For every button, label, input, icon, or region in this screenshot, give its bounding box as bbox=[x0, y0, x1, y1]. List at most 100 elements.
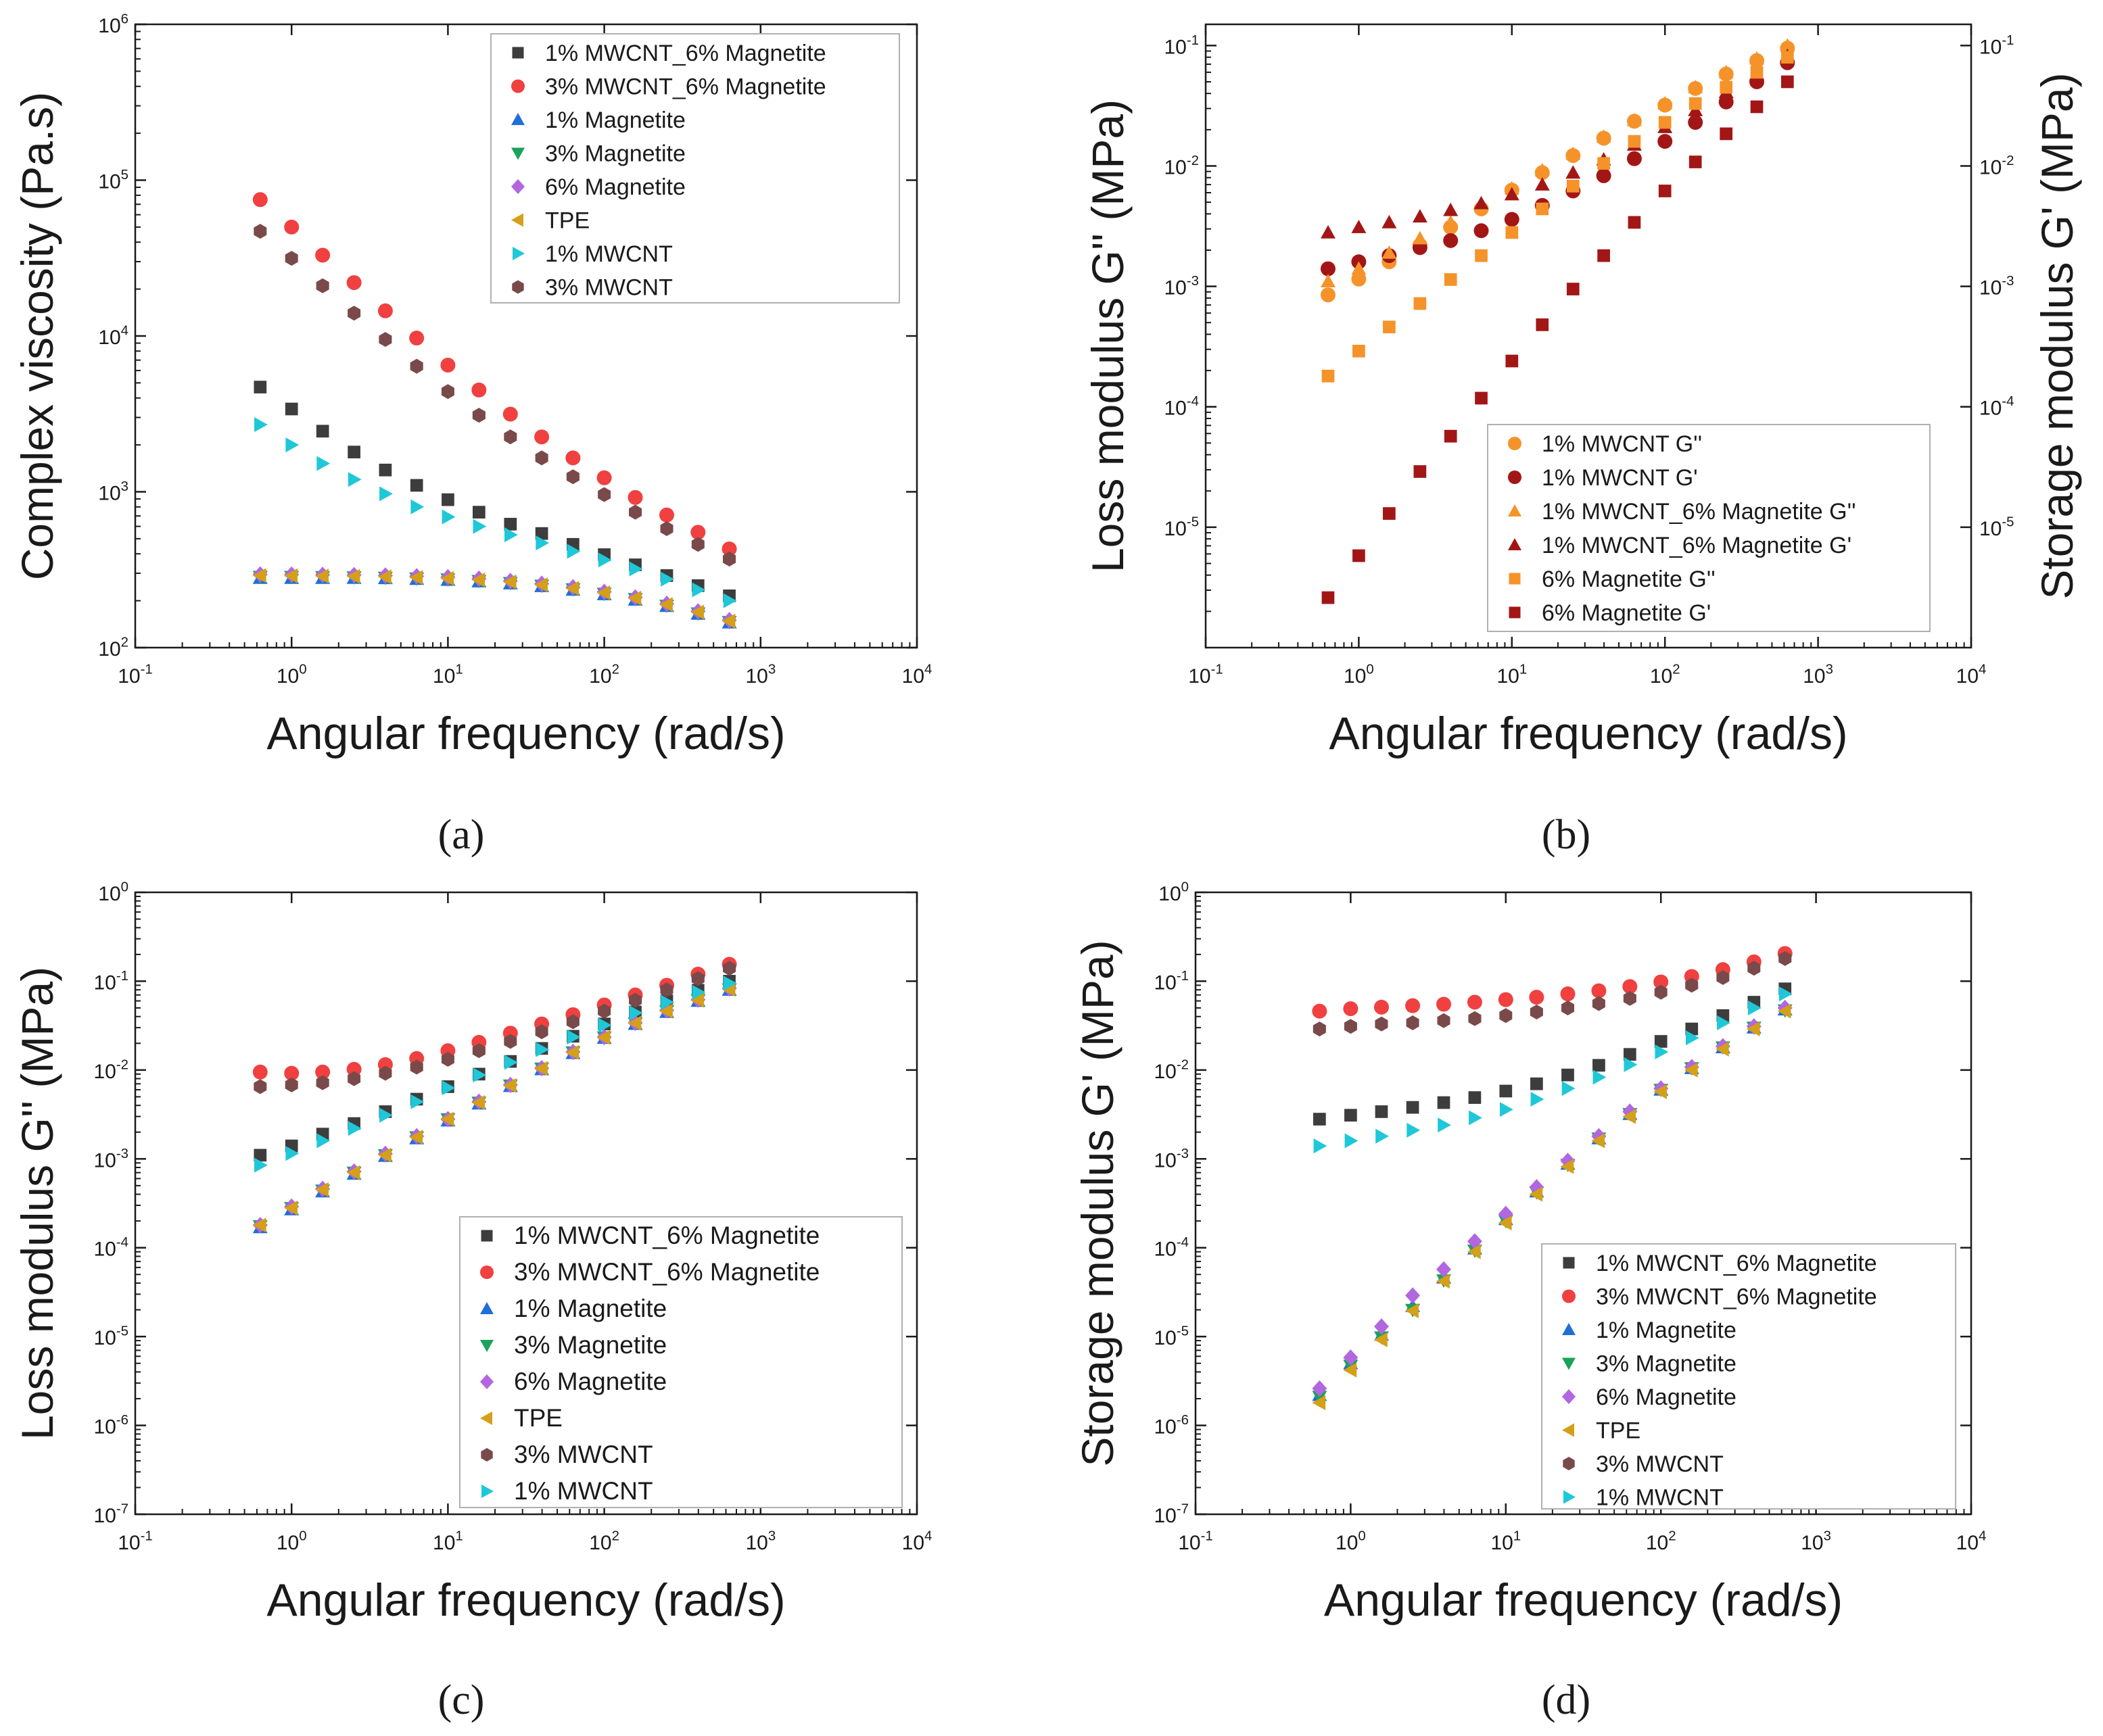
data-point bbox=[1443, 202, 1459, 216]
data-point bbox=[1688, 115, 1703, 130]
series-d-5 bbox=[1312, 1003, 1791, 1410]
legend-marker bbox=[1563, 1257, 1575, 1269]
data-point bbox=[1560, 1159, 1574, 1174]
data-point bbox=[410, 1059, 423, 1075]
data-point bbox=[1626, 112, 1642, 126]
data-point bbox=[1657, 134, 1673, 149]
y-tick-label: 10-2 bbox=[93, 1057, 128, 1083]
data-point bbox=[379, 1107, 393, 1123]
data-point bbox=[596, 470, 612, 485]
y-tick-label: 106 bbox=[98, 12, 128, 38]
legend-marker bbox=[511, 213, 523, 227]
legend-marker bbox=[1508, 538, 1521, 550]
data-point bbox=[1312, 1380, 1327, 1397]
legend-marker bbox=[1509, 573, 1521, 585]
panel-label-c: (c) bbox=[438, 1677, 485, 1723]
data-point bbox=[535, 527, 548, 540]
data-point bbox=[441, 384, 454, 400]
data-point bbox=[1498, 992, 1513, 1007]
data-point bbox=[1685, 978, 1699, 993]
legend-box bbox=[1541, 1243, 1956, 1510]
data-point bbox=[316, 1075, 329, 1090]
data-point bbox=[1686, 1030, 1699, 1046]
data-point bbox=[1592, 1069, 1607, 1085]
data-point bbox=[534, 1061, 548, 1076]
data-point bbox=[1596, 129, 1611, 143]
legend-label: 6% Magnetite G'' bbox=[1542, 566, 1716, 592]
data-point bbox=[1468, 1011, 1482, 1026]
data-point bbox=[1381, 245, 1397, 259]
data-point bbox=[1343, 1001, 1358, 1017]
legend-marker bbox=[511, 179, 525, 194]
data-point bbox=[348, 306, 361, 321]
data-point bbox=[379, 463, 392, 477]
y-tick-label: 10-1 bbox=[1154, 969, 1189, 994]
data-point bbox=[1684, 1062, 1698, 1078]
legend-label: 1% MWCNT_6% Magnetite bbox=[514, 1222, 820, 1249]
data-point bbox=[346, 275, 362, 291]
legend-box bbox=[459, 1216, 903, 1508]
data-point bbox=[1716, 970, 1730, 985]
data-point bbox=[1412, 209, 1427, 223]
legend-d: 1% MWCNT_6% Magnetite 3% MWCNT_6% Magneti… bbox=[1541, 1243, 1956, 1511]
x-tick-label: 104 bbox=[902, 662, 932, 688]
data-point bbox=[1473, 195, 1489, 210]
x-tick-label: 10-1 bbox=[118, 662, 153, 688]
y-tick-label: 10-1 bbox=[93, 969, 128, 994]
data-point bbox=[1653, 974, 1669, 990]
data-point bbox=[254, 1157, 268, 1173]
series-b-1 bbox=[1320, 55, 1795, 276]
y-tick-label: 100 bbox=[98, 880, 128, 906]
data-point bbox=[1375, 1128, 1389, 1144]
data-point bbox=[1688, 80, 1703, 93]
data-point bbox=[409, 331, 425, 346]
legend-label: TPE bbox=[1596, 1418, 1640, 1444]
y-right-axis-ticks-b: 10-5 10-4 10-3 10-2 10-1 bbox=[1960, 33, 2014, 540]
data-point bbox=[471, 1095, 486, 1110]
data-point bbox=[1747, 961, 1761, 976]
data-point bbox=[1498, 1215, 1512, 1231]
data-point bbox=[1351, 261, 1367, 275]
legend-label: 3% Magnetite bbox=[514, 1331, 667, 1359]
legend-label: 1% MWCNT G' bbox=[1542, 465, 1698, 491]
legend-marker bbox=[512, 280, 524, 294]
data-point bbox=[691, 971, 705, 986]
legend-marker bbox=[481, 1448, 493, 1462]
legend-marker bbox=[1562, 1289, 1576, 1303]
y-right-tick-label: 10-1 bbox=[1979, 33, 2014, 59]
x-tick-label: 101 bbox=[433, 662, 463, 688]
series-c-5 bbox=[252, 982, 736, 1233]
x-tick-label: 103 bbox=[745, 1529, 776, 1555]
data-point bbox=[1351, 271, 1367, 287]
x-tick-label: 100 bbox=[277, 662, 307, 688]
data-point bbox=[1381, 214, 1397, 228]
data-point bbox=[346, 1165, 360, 1180]
data-point bbox=[1467, 1233, 1482, 1250]
legend-marker bbox=[1508, 471, 1521, 484]
data-point bbox=[346, 569, 360, 584]
data-point bbox=[502, 574, 517, 589]
legend-label: 3% MWCNT bbox=[514, 1441, 653, 1468]
legend-label: 1% MWCNT_6% Magnetite bbox=[545, 41, 826, 66]
y-tick-label: 10-3 bbox=[1164, 274, 1199, 299]
x-tick-label: 104 bbox=[1956, 662, 1987, 688]
x-tick-label: 10-1 bbox=[1188, 662, 1223, 688]
data-point bbox=[1777, 1003, 1791, 1019]
data-point bbox=[535, 450, 548, 466]
data-point bbox=[1591, 1133, 1605, 1149]
data-point bbox=[723, 593, 737, 608]
x-axis-title-d: Angular frequency (rad/s) bbox=[1324, 1574, 1843, 1626]
x-axis-ticks-a: 10-1 100 101 102 103 104 bbox=[118, 24, 932, 688]
y-right-tick-label: 10-2 bbox=[1979, 153, 2014, 179]
data-point bbox=[1374, 1318, 1389, 1335]
legend-c: 1% MWCNT_6% Magnetite 3% MWCNT_6% Magneti… bbox=[459, 1216, 903, 1508]
y-right-axis-title-b: Storage modulus G' (MPa) bbox=[2032, 72, 2082, 599]
y-tick-label: 10-5 bbox=[1164, 514, 1199, 540]
data-point bbox=[1626, 151, 1642, 166]
data-point bbox=[629, 504, 642, 520]
y-tick-label: 10-4 bbox=[1154, 1235, 1189, 1261]
data-point bbox=[1499, 1084, 1513, 1098]
y-axis-ticks-a: 102 103 104 105 106 bbox=[98, 12, 917, 660]
y-tick-label: 10-2 bbox=[1154, 1057, 1189, 1083]
